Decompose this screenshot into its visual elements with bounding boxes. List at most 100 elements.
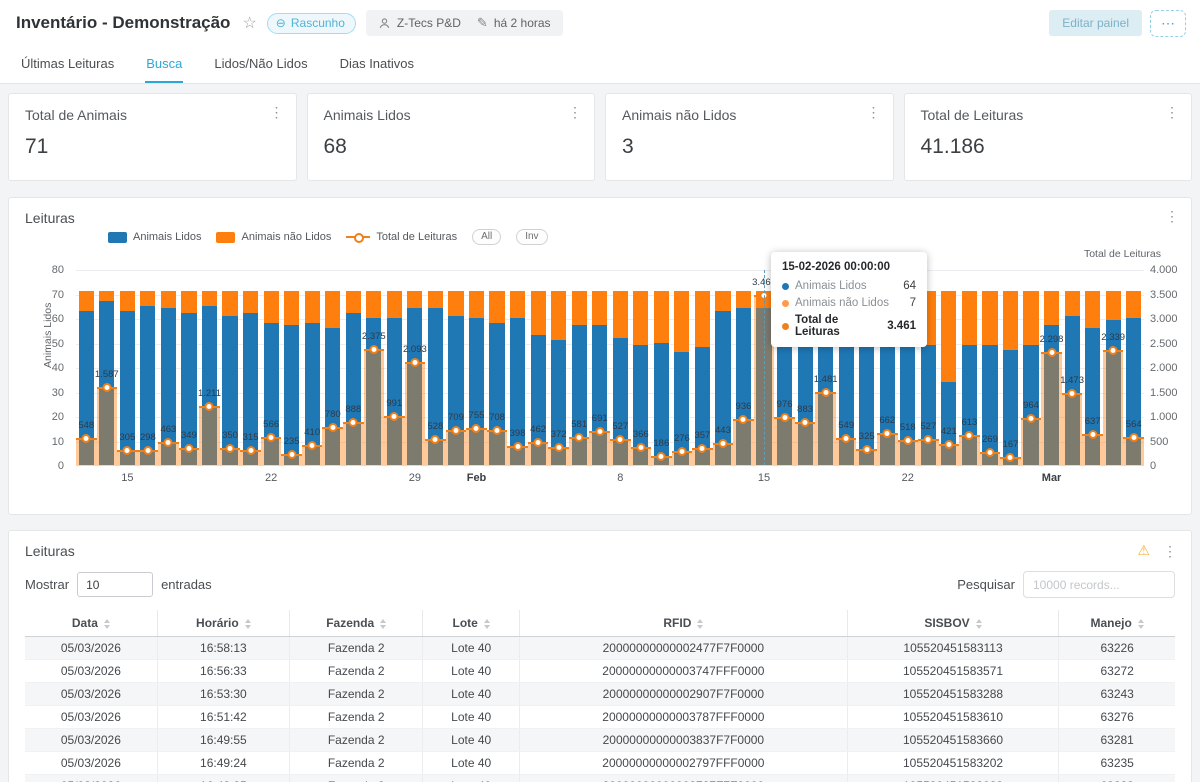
bar-animais-nao-lidos xyxy=(79,291,94,311)
chart-bar-slot[interactable]: 1.211 xyxy=(199,270,220,465)
line-point-marker xyxy=(226,444,235,453)
chart-bar-slot[interactable]: 637 xyxy=(1082,270,1103,465)
more-menu-button[interactable]: ⋯ xyxy=(1150,10,1186,37)
stat-card-kebab-icon[interactable]: ⋮ xyxy=(1165,105,1179,119)
chart-bar-slot[interactable]: 366 xyxy=(631,270,652,465)
chart-bar-slot[interactable]: 2.093 xyxy=(405,270,426,465)
chart-bar-slot[interactable]: 755 xyxy=(466,270,487,465)
chart-bar-slot[interactable]: 235 xyxy=(281,270,302,465)
legend-item-total-de-leituras[interactable]: Total de Leituras xyxy=(346,231,457,243)
filter-pill-all[interactable]: All xyxy=(472,229,501,245)
line-point-marker xyxy=(82,434,91,443)
chart-bar-slot[interactable]: 372 xyxy=(548,270,569,465)
chart-kebab-icon[interactable]: ⋮ xyxy=(1165,209,1179,223)
stat-card-kebab-icon[interactable]: ⋮ xyxy=(270,105,284,119)
bar-animais-nao-lidos xyxy=(407,291,422,308)
chart-bar-slot[interactable]: 564 xyxy=(1123,270,1144,465)
line-point-marker xyxy=(1068,389,1077,398)
chart-bar-slot[interactable]: 527 xyxy=(610,270,631,465)
line-point-marker xyxy=(328,423,337,432)
chart-bar-slot[interactable]: 269 xyxy=(980,270,1001,465)
column-header-manejo[interactable]: Manejo xyxy=(1059,610,1175,637)
tab-busca[interactable]: Busca xyxy=(145,46,183,83)
tab-ultimas-leituras[interactable]: Últimas Leituras xyxy=(20,46,115,83)
bar-animais-nao-lidos xyxy=(366,291,381,318)
tab-lidos-nao-lidos[interactable]: Lidos/Não Lidos xyxy=(213,46,308,83)
column-header-data[interactable]: Data xyxy=(25,610,157,637)
chart-bar-slot[interactable]: 357 xyxy=(692,270,713,465)
bar-animais-nao-lidos xyxy=(202,291,217,306)
chart-bar-slot[interactable]: 613 xyxy=(959,270,980,465)
column-header-lote[interactable]: Lote xyxy=(423,610,520,637)
chart-bar-slot[interactable]: 443 xyxy=(713,270,734,465)
chart-bar-slot[interactable]: 315 xyxy=(240,270,261,465)
bar-animais-nao-lidos xyxy=(510,291,525,318)
tab-dias-inativos[interactable]: Dias Inativos xyxy=(339,46,415,83)
tabs-bar: Últimas Leituras Busca Lidos/Não Lidos Dias… xyxy=(0,46,1200,84)
chart-bar-slot[interactable]: 566 xyxy=(261,270,282,465)
chart-bar-slot[interactable]: 780 xyxy=(322,270,343,465)
column-header-fazenda[interactable]: Fazenda xyxy=(290,610,423,637)
table-row: 05/03/202616:53:30Fazenda 2Lote 40200000… xyxy=(25,683,1175,706)
chart-bar-slot[interactable]: 709 xyxy=(446,270,467,465)
tooltip-series-label: Animais não Lidos xyxy=(795,297,904,309)
entries-count-input[interactable] xyxy=(77,572,153,597)
bar-animais-nao-lidos xyxy=(222,291,237,316)
line-point-label: 2.375 xyxy=(362,331,386,342)
chart-bar-slot[interactable]: 186 xyxy=(651,270,672,465)
stat-card-total-de-leituras: Total de Leituras⋮41.186 xyxy=(904,93,1193,181)
chart-bar-slot[interactable]: 463 xyxy=(158,270,179,465)
chart-bar-slot[interactable]: 2.298 xyxy=(1041,270,1062,465)
chart-bar-slot[interactable]: 462 xyxy=(528,270,549,465)
legend-item-animais-nao-lidos[interactable]: Animais não Lidos xyxy=(216,231,331,243)
chart-bar-slot[interactable]: 548 xyxy=(76,270,97,465)
x-axis-tick: Mar xyxy=(1042,472,1062,484)
chart-bar-slot[interactable]: 964 xyxy=(1021,270,1042,465)
chart-bar-slot[interactable]: 1.473 xyxy=(1062,270,1083,465)
stat-card-kebab-icon[interactable]: ⋮ xyxy=(568,105,582,119)
chart-bar-slot[interactable]: 421 xyxy=(939,270,960,465)
tooltip-row: Animais Lidos64 xyxy=(782,280,916,292)
line-point-marker xyxy=(308,441,317,450)
chart-bar-slot[interactable]: 298 xyxy=(138,270,159,465)
table-cell: 20000000000003837F7F0000 xyxy=(519,729,847,752)
chart-bar-slot[interactable]: 528 xyxy=(425,270,446,465)
edit-panel-button[interactable]: Editar painel xyxy=(1049,10,1142,36)
chart-bar-slot[interactable]: 991 xyxy=(384,270,405,465)
chart-bar-slot[interactable]: 2.339 xyxy=(1103,270,1124,465)
chart-bar-slot[interactable]: 1.587 xyxy=(97,270,118,465)
table-cell: 16:49:55 xyxy=(157,729,289,752)
column-header-sisbov[interactable]: SISBOV xyxy=(847,610,1059,637)
column-header-rfid[interactable]: RFID xyxy=(519,610,847,637)
series-swatch-icon xyxy=(108,232,127,243)
chart-bar-slot[interactable]: 2.375 xyxy=(364,270,385,465)
chart-bar-slot[interactable]: 276 xyxy=(672,270,693,465)
x-axis-tick: 29 xyxy=(409,472,421,484)
status-badge-label: Rascunho xyxy=(291,16,345,30)
right-axis-tick: 1.500 xyxy=(1150,387,1178,399)
filter-pill-inv[interactable]: Inv xyxy=(516,229,547,245)
star-icon[interactable]: ☆ xyxy=(242,13,256,33)
stat-card-kebab-icon[interactable]: ⋮ xyxy=(867,105,881,119)
chart-bar-slot[interactable]: 936 xyxy=(733,270,754,465)
legend-label: Animais Lidos xyxy=(133,231,201,243)
chart-bar-slot[interactable]: 349 xyxy=(179,270,200,465)
chart-bar-slot[interactable]: 691 xyxy=(589,270,610,465)
chart-bar-slot[interactable]: 708 xyxy=(487,270,508,465)
chart-bar-slot[interactable]: 398 xyxy=(507,270,528,465)
table-cell: Fazenda 2 xyxy=(290,706,423,729)
warning-icon[interactable]: ⚠ xyxy=(1137,542,1150,559)
table-kebab-icon[interactable]: ⋮ xyxy=(1163,544,1177,558)
chart-bar-slot[interactable]: 888 xyxy=(343,270,364,465)
table-cell: Lote 40 xyxy=(423,752,520,775)
chart-bar-slot[interactable]: 305 xyxy=(117,270,138,465)
right-axis-tick: 0 xyxy=(1150,460,1156,472)
chart-bar-slot[interactable]: 167 xyxy=(1000,270,1021,465)
search-input[interactable] xyxy=(1023,571,1175,598)
legend-item-animais-lidos[interactable]: Animais Lidos xyxy=(108,231,201,243)
chart-bar-slot[interactable]: 350 xyxy=(220,270,241,465)
chart-bar-slot[interactable]: 410 xyxy=(302,270,323,465)
column-header-horario[interactable]: Horário xyxy=(157,610,289,637)
table-cell: 16:56:33 xyxy=(157,660,289,683)
chart-bar-slot[interactable]: 581 xyxy=(569,270,590,465)
